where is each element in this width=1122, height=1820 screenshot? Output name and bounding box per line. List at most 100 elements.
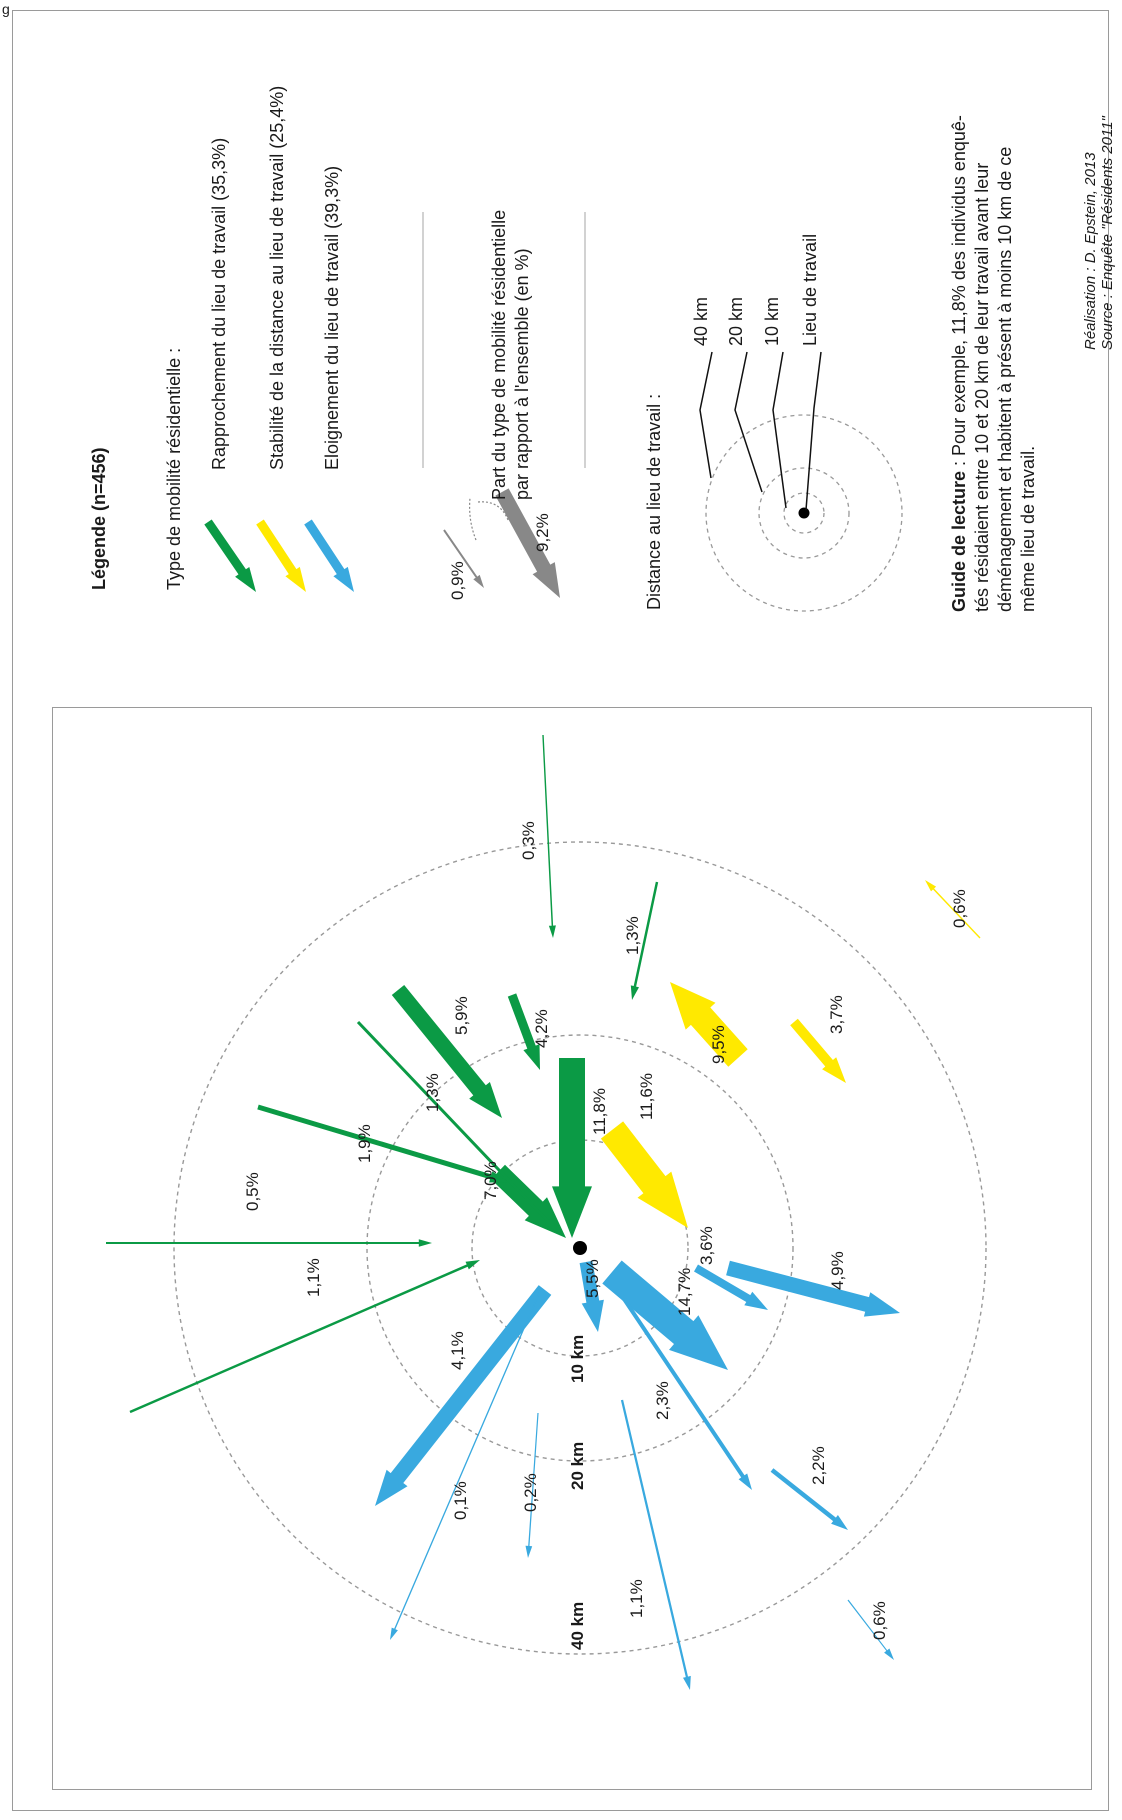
flow-label: 11,6% bbox=[637, 1073, 656, 1120]
credit-realisation: Réalisation : D. Epstein, 2013 bbox=[1082, 152, 1099, 350]
flow-label: 4,1% bbox=[448, 1331, 467, 1370]
flow-label: 9,5% bbox=[709, 1025, 728, 1064]
legend-share-line2: par rapport à l'ensemble (en %) bbox=[512, 248, 532, 500]
legend-share-line1: Part du type de mobilité résidentielle bbox=[489, 210, 509, 500]
legend-stabilite-label: Stabilité de la distance au lieu de trav… bbox=[267, 86, 287, 470]
flow-arrow-eloignement bbox=[525, 1413, 539, 1558]
flow-label: 5,9% bbox=[452, 996, 471, 1035]
flow-arrow-rapprochement bbox=[542, 735, 556, 938]
legend-guide-bold: Guide de lecture bbox=[949, 471, 969, 612]
flow-arrow-rapprochement bbox=[552, 1058, 592, 1238]
flow-label: 11,8% bbox=[590, 1088, 609, 1135]
flow-arrow-eloignement bbox=[390, 1290, 541, 1640]
legend-eloignement-arrow bbox=[304, 519, 354, 592]
legend-share-big-arrow bbox=[495, 488, 560, 598]
flow-label: 0,5% bbox=[243, 1172, 262, 1211]
flow-label: 0,6% bbox=[870, 1601, 889, 1640]
legend-guide-line1: Guide de lecture : Pour exemple, 11,8% d… bbox=[949, 115, 969, 612]
legend-distance-20km: 20 km bbox=[726, 297, 746, 346]
flow-label: 4,2% bbox=[532, 1009, 551, 1048]
ring-label-10km: 10 km bbox=[568, 1335, 587, 1383]
ring-10km bbox=[471, 1139, 689, 1357]
legend-guide-text1: : Pour exemple, 11,8% des individus enqu… bbox=[949, 115, 969, 471]
legend-leader-line bbox=[805, 351, 822, 511]
legend-type-arrows bbox=[204, 519, 354, 592]
legend-guide-line3: déménagement et habitent à présent à moi… bbox=[995, 147, 1015, 612]
flow-label: 1,3% bbox=[423, 1073, 442, 1112]
legend-distance-40km: 40 km bbox=[691, 297, 711, 346]
workplace-dot bbox=[573, 1241, 587, 1255]
flow-labels: 11,8% 7,0% 5,9% 4,2% 1,3% 1,9% 0,5% 1,1% 0,3% 1,3… bbox=[243, 821, 969, 1640]
legend-stabilite-arrow bbox=[256, 519, 306, 592]
legend-share-small-arrow bbox=[443, 529, 484, 588]
legend-title: Légende (n=456) bbox=[89, 447, 109, 590]
ring-20km bbox=[366, 1034, 794, 1462]
flow-arrow-eloignement bbox=[616, 1288, 752, 1490]
ring-labels: 10 km 20 km 40 km bbox=[568, 1335, 587, 1650]
flow-arrow-eloignement bbox=[770, 1468, 848, 1530]
legend-workplace-dot bbox=[798, 507, 810, 519]
ring-label-20km: 20 km bbox=[568, 1442, 587, 1490]
legend-distance-heading: Distance au lieu de travail : bbox=[644, 394, 664, 610]
legend-guide-line2: tés résidaient entre 10 et 20 km de leur… bbox=[972, 163, 992, 612]
flow-arrow-rapprochement bbox=[129, 1260, 480, 1414]
legend-guide-line4: même lieu de travail. bbox=[1018, 446, 1038, 612]
flow-label: 1,1% bbox=[627, 1579, 646, 1618]
legend-distance-10km: 10 km bbox=[762, 297, 782, 346]
flow-arrow-rapprochement bbox=[391, 985, 502, 1118]
legend-distance-diagram bbox=[699, 351, 903, 612]
flow-label: 2,3% bbox=[653, 1381, 672, 1420]
distance-rings bbox=[173, 841, 987, 1655]
flow-label: 0,1% bbox=[451, 1481, 470, 1520]
flow-label: 0,2% bbox=[521, 1473, 540, 1512]
flow-arrow-stabilite bbox=[790, 1018, 846, 1083]
legend-eloignement-label: Eloignement du lieu de travail (39,3%) bbox=[322, 166, 342, 470]
ring-40km bbox=[173, 841, 987, 1655]
flow-label: 7,0% bbox=[481, 1161, 500, 1200]
flow-arrow-rapprochement bbox=[257, 1104, 508, 1183]
credit-source: Source : Enquête "Résidents 2011" bbox=[1099, 115, 1116, 350]
flow-arrow-rapprochement bbox=[507, 993, 540, 1070]
legend-share-small-label: 0,9% bbox=[448, 561, 467, 600]
flow-arrow-rapprochement bbox=[630, 881, 659, 1000]
flow-arrow-eloignement bbox=[375, 1285, 552, 1506]
flow-label: 3,7% bbox=[827, 995, 846, 1034]
legend-rapprochement-label: Rapprochement du lieu de travail (35,3%) bbox=[209, 138, 229, 470]
map-frame bbox=[52, 707, 1092, 1790]
flow-arrow-eloignement bbox=[620, 1399, 691, 1690]
flow-arrow-rapprochement bbox=[106, 1239, 432, 1247]
legend-ring bbox=[758, 467, 850, 559]
legend-ring bbox=[783, 492, 825, 534]
flow-label: 0,3% bbox=[519, 821, 538, 860]
flow-arrow-stabilite bbox=[670, 982, 748, 1067]
flow-arrow-rapprochement bbox=[356, 1021, 558, 1232]
flow-arrow-eloignement bbox=[602, 1260, 728, 1370]
legend-share-big-label: 9,2% bbox=[533, 513, 552, 552]
flow-label: 3,6% bbox=[697, 1226, 716, 1265]
legend-share-arrows bbox=[443, 488, 560, 598]
legend-ring bbox=[705, 414, 903, 612]
flow-label: 1,9% bbox=[355, 1124, 374, 1163]
page-frame bbox=[12, 10, 1109, 1811]
legend-share-connector bbox=[469, 497, 477, 541]
flow-arrow-eloignement bbox=[847, 1599, 894, 1660]
legend-leader-line bbox=[699, 351, 713, 479]
legend: Légende (n=456) Type de mobilité résiden… bbox=[89, 86, 1116, 612]
flow-arrows bbox=[106, 735, 981, 1690]
legend-type-heading: Type de mobilité résidentielle : bbox=[164, 348, 184, 590]
flow-arrow-eloignement bbox=[579, 1260, 604, 1332]
legend-distance-workplace: Lieu de travail bbox=[800, 234, 820, 346]
flow-label: 14,7% bbox=[675, 1268, 694, 1316]
flow-label: 4,9% bbox=[828, 1251, 847, 1290]
flow-label: 5,5% bbox=[583, 1259, 602, 1298]
flow-arrow-stabilite bbox=[925, 880, 981, 939]
flow-arrow-eloignement bbox=[694, 1264, 768, 1310]
flow-arrow-eloignement bbox=[726, 1260, 900, 1317]
legend-leader-line bbox=[734, 351, 763, 493]
legend-rapprochement-arrow bbox=[204, 519, 256, 592]
flow-label: 1,1% bbox=[304, 1258, 323, 1297]
flow-label: 0,6% bbox=[950, 889, 969, 928]
flow-label: 1,3% bbox=[623, 916, 642, 955]
flow-arrow-stabilite bbox=[600, 1121, 688, 1228]
